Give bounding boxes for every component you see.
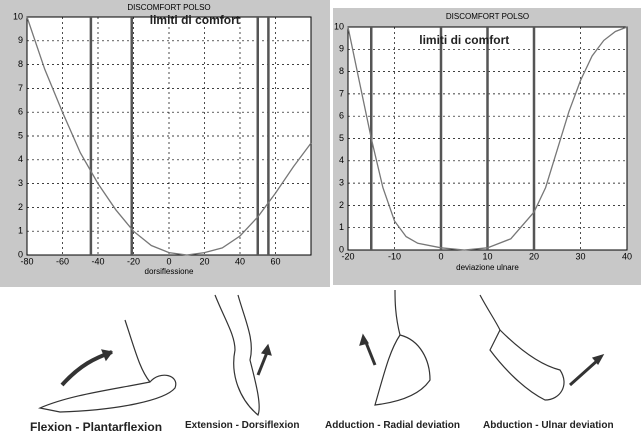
y-tick-label: 6 <box>339 111 344 121</box>
x-tick-label: 10 <box>482 251 492 261</box>
y-tick-label: 8 <box>18 59 23 69</box>
y-tick-label: 10 <box>13 11 23 21</box>
x-axis-label: dorsiflessione <box>145 267 194 276</box>
curve <box>26 16 312 256</box>
x-tick-label: -20 <box>341 251 354 261</box>
x-tick-label: 0 <box>166 256 171 266</box>
y-tick-label: 1 <box>339 222 344 232</box>
annotation: limiti di comfort <box>419 33 509 47</box>
forearm <box>124 319 151 383</box>
caption: Extension - Dorsiflexion <box>185 420 300 431</box>
y-tick-label: 4 <box>339 155 344 165</box>
x-tick-label: 30 <box>575 251 585 261</box>
x-tick-label: -60 <box>56 256 69 266</box>
forearm <box>394 290 401 336</box>
x-tick-label: 20 <box>199 256 209 266</box>
y-tick-label: 3 <box>18 178 23 188</box>
y-tick-label: 0 <box>18 249 23 259</box>
forearm <box>479 294 501 331</box>
arrow <box>363 339 377 366</box>
annotation: limiti di comfort <box>150 13 240 27</box>
y-tick-label: 9 <box>18 35 23 45</box>
caption: Flexion - Plantarflexion <box>30 420 163 434</box>
x-tick-label: 0 <box>438 251 443 261</box>
arrow-head <box>260 343 272 356</box>
y-tick-label: 5 <box>18 130 23 140</box>
caption: Adduction - Radial deviation <box>325 420 461 431</box>
y-tick-label: 7 <box>18 83 23 93</box>
y-tick-label: 5 <box>339 133 344 143</box>
y-tick-label: 7 <box>339 88 344 98</box>
y-tick-label: 0 <box>339 244 344 254</box>
arrow-head <box>101 349 114 362</box>
x-tick-label: -80 <box>20 256 33 266</box>
x-tick-label: 40 <box>235 256 245 266</box>
y-tick-label: 4 <box>18 154 23 164</box>
y-tick-label: 8 <box>339 66 344 76</box>
arrow-head <box>591 354 605 366</box>
caption: Abduction - Ulnar deviation <box>483 420 614 431</box>
hand-abduction <box>489 328 565 401</box>
y-tick-label: 2 <box>339 200 344 210</box>
x-tick-label: -10 <box>388 251 401 261</box>
y-tick-label: 1 <box>18 226 23 236</box>
y-tick-label: 2 <box>18 202 23 212</box>
illustrations <box>38 290 605 416</box>
x-tick-label: -20 <box>127 256 140 266</box>
x-tick-label: -40 <box>91 256 104 266</box>
chart-title: DISCOMFORT POLSO <box>127 3 210 12</box>
y-tick-label: 10 <box>334 21 344 31</box>
hand-extension <box>214 294 260 416</box>
x-tick-label: 40 <box>622 251 632 261</box>
x-tick-label: 60 <box>270 256 280 266</box>
y-tick-label: 6 <box>18 107 23 117</box>
y-tick-label: 3 <box>339 177 344 187</box>
curve <box>347 26 628 251</box>
hand-flexion <box>38 374 177 413</box>
x-tick-label: 20 <box>529 251 539 261</box>
y-tick-label: 9 <box>339 44 344 54</box>
x-axis-label: deviazione ulnare <box>456 263 519 272</box>
arrow <box>569 358 599 387</box>
hand-adduction <box>374 334 431 406</box>
chart-title: DISCOMFORT POLSO <box>446 12 529 21</box>
arrow-head <box>359 333 369 346</box>
